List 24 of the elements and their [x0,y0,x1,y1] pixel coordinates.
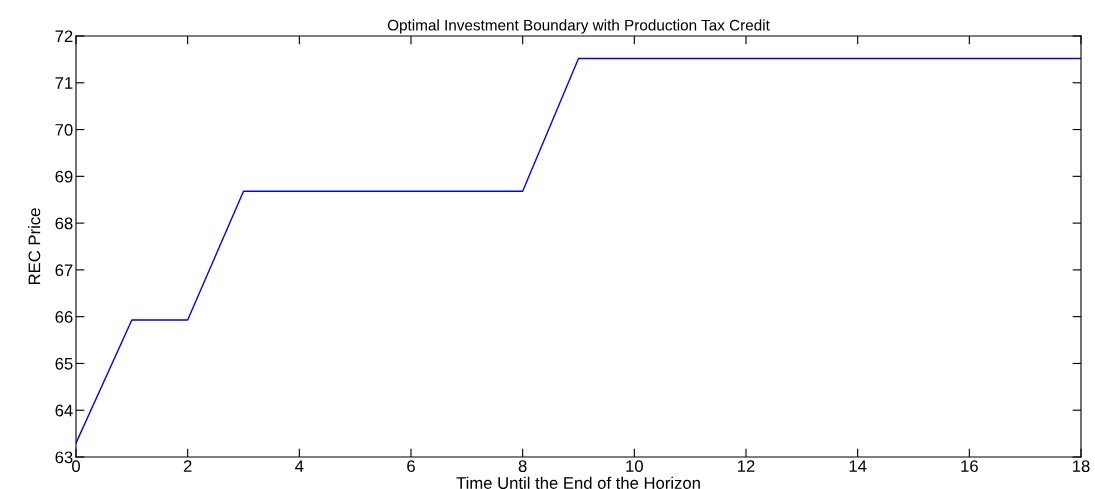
x-tick-label: 2 [183,460,192,472]
y-axis-title: REC Price [28,208,41,285]
x-tick-label: 18 [1073,460,1090,473]
x-tick-label: 4 [295,460,304,472]
y-tick-label: 71 [55,77,73,89]
y-tick-label: 66 [55,311,73,323]
x-tick-label: 16 [961,460,978,473]
y-tick-label: 72 [55,30,73,43]
x-tick-label: 6 [407,460,415,473]
x-axis-title: Time Until the End of the Horizon [456,476,700,489]
y-tick-label: 68 [55,217,73,230]
y-tick-label: 69 [55,170,73,183]
x-tick-label: 0 [72,460,80,473]
y-tick-label: 65 [55,357,73,370]
x-tick-label: 14 [849,460,867,472]
y-tick-label: 64 [55,404,73,417]
x-tick-label: 8 [518,460,527,473]
line-series [76,57,1081,444]
y-tick-label: 70 [55,123,73,136]
y-tick-label: 67 [55,264,73,277]
x-tick-label: 12 [738,460,755,472]
chart-title: Optimal Investment Boundary with Production Tax Credit [387,19,770,34]
x-tick-label: 10 [626,460,643,473]
y-tick-label: 63 [55,451,73,464]
